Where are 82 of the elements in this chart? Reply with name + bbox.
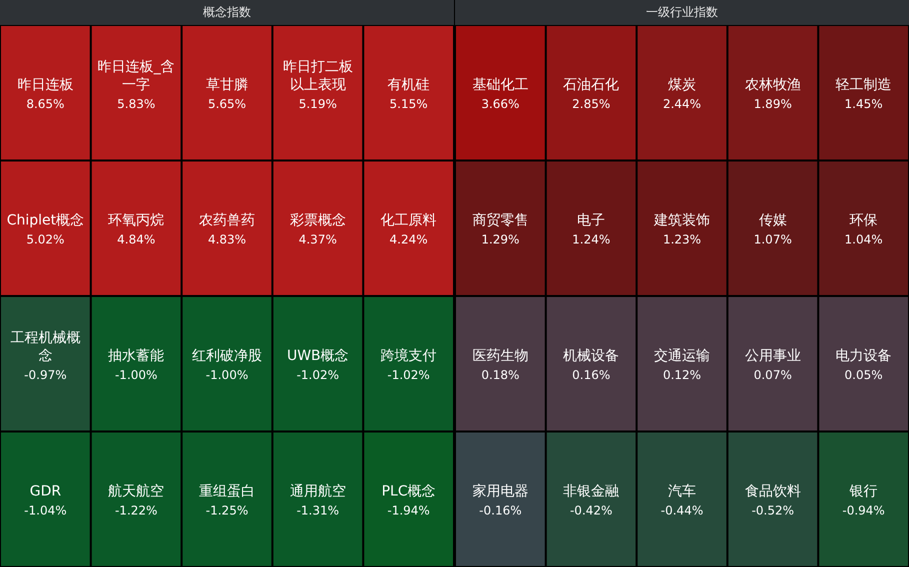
data-label: -0.16%: [479, 503, 522, 518]
data-label: -0.52%: [752, 503, 794, 518]
category-label: 有机硅: [388, 76, 430, 93]
category-label: GDR: [30, 483, 62, 500]
category-label: 工程机械概念: [10, 330, 80, 364]
category-label: 彩票概念: [290, 212, 346, 228]
category-label: PLC概念: [382, 483, 436, 500]
data-label: 1.24%: [572, 232, 610, 246]
data-label: 1.04%: [844, 232, 883, 246]
category-label: 电力设备: [836, 348, 892, 364]
data-label: -1.00%: [206, 368, 248, 382]
category-label: 跨境支付: [380, 348, 437, 364]
category-label: 农林牧渔: [744, 76, 801, 93]
data-label: 2.85%: [572, 96, 610, 111]
data-label: 0.07%: [754, 368, 792, 382]
category-label: 农药兽药: [199, 212, 255, 228]
data-label: 5.02%: [26, 232, 64, 246]
data-label: 3.66%: [481, 96, 520, 111]
category-label: 抽水蓄能: [108, 348, 164, 364]
data-label: 4.83%: [208, 232, 246, 246]
data-label: 0.16%: [572, 368, 610, 382]
category-label: Chiplet概念: [6, 212, 84, 228]
data-label: 1.07%: [754, 232, 792, 246]
category-label: 重组蛋白: [199, 483, 255, 500]
category-label: 商贸零售: [472, 212, 528, 228]
data-label: 0.05%: [844, 368, 883, 382]
category-label: 汽车: [668, 483, 696, 500]
data-label: -1.00%: [114, 368, 158, 382]
category-label: 银行: [848, 483, 878, 500]
category-label: 建筑装饰: [653, 212, 710, 228]
data-label: -0.97%: [24, 368, 67, 382]
text: 概念指数: [203, 5, 251, 19]
category-label: 航天航空: [108, 483, 164, 500]
data-label: 1.45%: [844, 96, 883, 111]
data-label: -1.04%: [24, 503, 67, 518]
category-label: 石油石化: [563, 76, 620, 93]
category-label: 昨日连板_含一字: [98, 58, 175, 93]
data-label: -0.42%: [570, 503, 612, 518]
category-label: 机械设备: [563, 348, 620, 364]
category-label: 家用电器: [472, 483, 528, 500]
data-label: -1.25%: [206, 503, 248, 518]
category-label: 草甘膦: [206, 76, 248, 93]
data-label: -0.44%: [660, 503, 704, 518]
category-label: 电子: [577, 212, 606, 228]
category-label: 昨日打二板以上表现: [282, 58, 353, 93]
data-label: -1.22%: [114, 503, 158, 518]
data-label: 5.65%: [208, 96, 246, 111]
category-label: 环保: [850, 212, 878, 228]
data-label: -0.94%: [842, 503, 885, 518]
text: 一级行业指数: [646, 5, 718, 19]
data-label: -1.94%: [387, 503, 430, 518]
data-label: 4.84%: [117, 232, 156, 246]
data-label: 4.24%: [390, 232, 428, 246]
data-label: 0.18%: [481, 368, 520, 382]
category-label: UWB概念: [286, 348, 349, 364]
category-label: 公用事业: [744, 348, 801, 364]
category-label: 非银金融: [563, 483, 620, 500]
category-label: 食品饮料: [744, 483, 801, 500]
data-label: 4.37%: [298, 232, 337, 246]
data-label: 2.44%: [662, 96, 702, 111]
category-label: 红利破净股: [192, 348, 262, 364]
data-label: 5.15%: [390, 96, 428, 111]
category-label: 基础化工: [472, 76, 528, 93]
category-label: 环氧丙烷: [108, 212, 164, 228]
category-label: 轻工制造: [836, 76, 892, 93]
data-label: 0.12%: [662, 368, 702, 382]
category-label: 医药生物: [472, 348, 528, 364]
category-label: 通用航空: [290, 483, 346, 500]
data-label: 1.23%: [662, 232, 702, 246]
data-label: 5.19%: [298, 96, 337, 111]
data-label: -1.02%: [387, 368, 430, 382]
category-label: 化工原料: [380, 212, 437, 228]
category-label: 昨日连板: [17, 76, 74, 93]
data-label: 1.29%: [481, 232, 520, 246]
category-label: 传媒: [758, 212, 787, 228]
category-label: 煤炭: [668, 76, 696, 93]
category-label: 交通运输: [654, 348, 710, 364]
data-label: 1.89%: [754, 96, 792, 111]
data-label: 8.65%: [26, 96, 64, 111]
data-label: -1.02%: [296, 368, 340, 382]
data-label: -1.31%: [296, 503, 340, 518]
data-label: 5.83%: [117, 96, 156, 111]
